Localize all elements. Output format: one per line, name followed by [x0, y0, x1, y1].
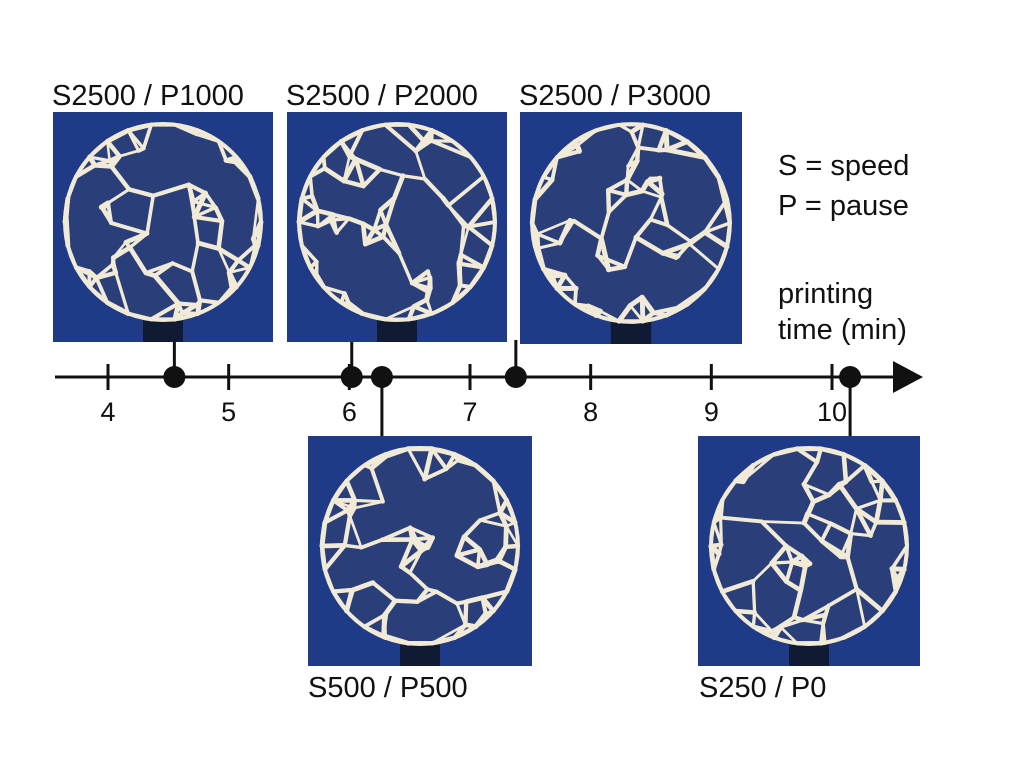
time-marker: [370, 366, 393, 388]
tick-label: 7: [462, 397, 478, 427]
tick-label: 9: [703, 397, 719, 427]
time-marker: [504, 366, 527, 388]
sphere-photo: [287, 112, 507, 342]
tick-label: 5: [221, 397, 237, 427]
time-marker: [340, 366, 363, 388]
print-label: S2500 / P3000: [519, 80, 711, 112]
sphere-photo: [308, 436, 532, 666]
axis-arrowhead: [893, 361, 923, 393]
time-marker: [839, 366, 862, 388]
sphere-photo: [698, 436, 920, 666]
legend-speed: S = speed: [778, 150, 910, 182]
print-label: S500 / P500: [308, 672, 468, 704]
print-label: S250 / P0: [699, 672, 827, 704]
axis-label-printing: printing: [778, 278, 874, 310]
tick-label: 6: [341, 397, 357, 427]
tick-label: 8: [583, 397, 599, 427]
tick-label: 4: [100, 397, 116, 427]
print-label: S2500 / P2000: [286, 80, 478, 112]
tick-label: 10: [816, 397, 848, 427]
legend-pause: P = pause: [778, 190, 909, 222]
print-label: S2500 / P1000: [52, 80, 244, 112]
time-marker: [163, 366, 186, 388]
axis-label-time: time (min): [778, 314, 907, 346]
sphere-photo: [53, 112, 273, 342]
sphere-photo: [520, 112, 742, 344]
